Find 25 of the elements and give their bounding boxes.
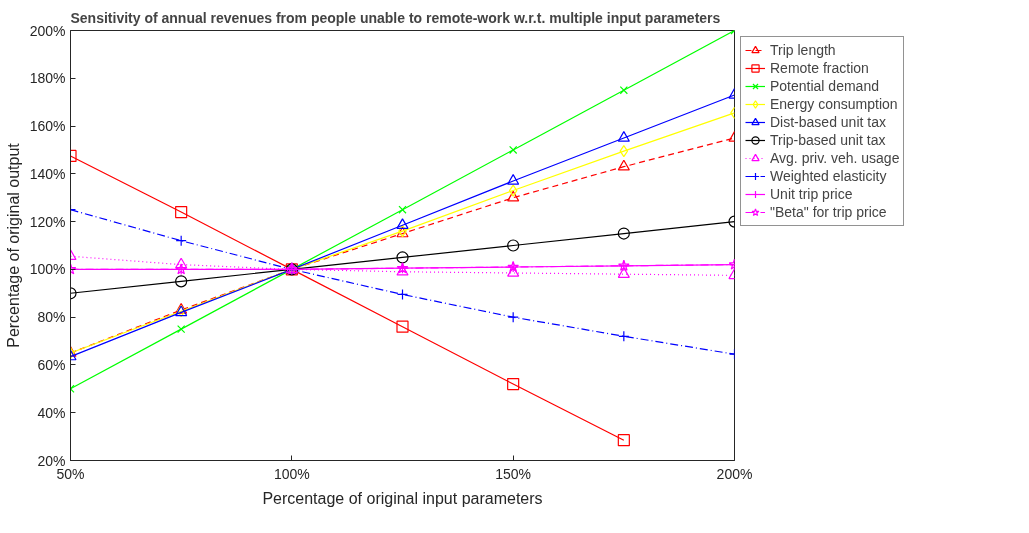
legend-label: Remote fraction <box>770 59 869 77</box>
legend-label: Dist-based unit tax <box>770 113 886 131</box>
y-tick-label: 120% <box>29 213 66 230</box>
x-axis-title: Percentage of original input parameters <box>262 489 543 507</box>
y-tick-label: 200% <box>29 22 66 39</box>
legend-label: Avg. priv. veh. usage <box>770 149 900 167</box>
x-tick-label: 200% <box>716 465 753 482</box>
y-tick-label: 80% <box>37 309 66 326</box>
legend-label: Weighted elasticity <box>770 167 887 185</box>
legend-label: Energy consumption <box>770 95 898 113</box>
legend-label: Potential demand <box>770 77 879 95</box>
y-tick-label: 160% <box>29 118 66 135</box>
legend-label: Unit trip price <box>770 185 853 203</box>
x-tick-label: 150% <box>495 465 532 482</box>
x-tick-label: 100% <box>273 465 310 482</box>
legend-label: Trip length <box>770 41 836 59</box>
y-tick-label: 140% <box>29 165 66 182</box>
y-tick-label: 100% <box>29 261 66 278</box>
legend-label: "Beta" for trip price <box>770 203 887 221</box>
y-tick-label: 180% <box>29 70 66 87</box>
y-tick-label: 60% <box>37 356 66 373</box>
y-tick-label: 40% <box>37 404 66 421</box>
chart-title: Sensitivity of annual revenues from people unable to remote-work w.r.t. multiple input parameters <box>70 9 721 26</box>
y-axis-title: Percentage of original output <box>4 142 22 348</box>
legend-label: Trip-based unit tax <box>770 131 886 149</box>
